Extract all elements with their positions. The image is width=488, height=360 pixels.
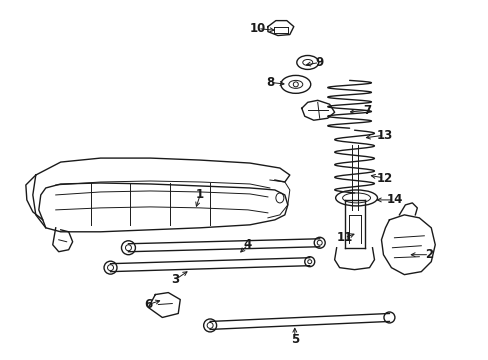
Text: 4: 4 (244, 238, 252, 251)
Text: 5: 5 (290, 333, 298, 346)
Text: 6: 6 (144, 298, 152, 311)
Text: 3: 3 (171, 273, 179, 286)
Text: 12: 12 (376, 171, 392, 185)
Text: 8: 8 (265, 76, 273, 89)
Text: 1: 1 (196, 188, 204, 202)
Text: 9: 9 (315, 56, 323, 69)
Text: 14: 14 (386, 193, 402, 206)
Text: 10: 10 (249, 22, 265, 35)
Text: 2: 2 (425, 248, 432, 261)
Text: 7: 7 (363, 104, 371, 117)
Text: 13: 13 (376, 129, 392, 142)
Text: 11: 11 (336, 231, 352, 244)
